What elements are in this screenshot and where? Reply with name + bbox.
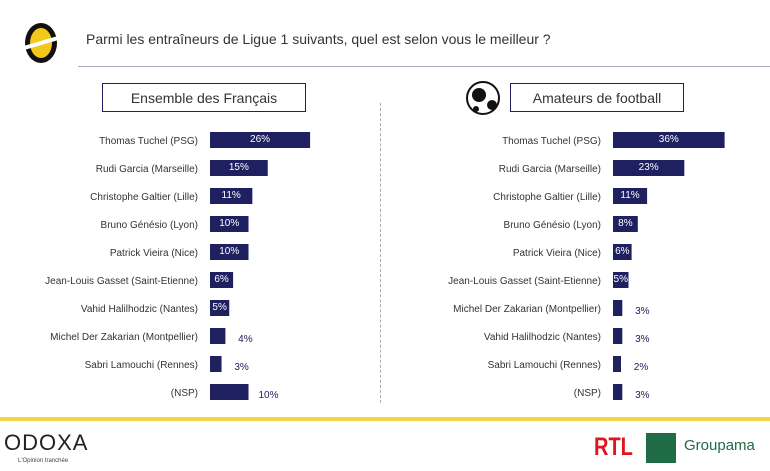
category-label: Rudi Garcia (Marseille) <box>499 164 601 175</box>
category-label: Sabri Lamouchi (Rennes) <box>85 360 198 371</box>
bar <box>613 384 623 400</box>
bar <box>210 356 222 372</box>
footer-line <box>0 417 770 421</box>
data-label: 6% <box>615 246 630 257</box>
category-label: Bruno Génésio (Lyon) <box>504 220 601 231</box>
bar <box>613 188 648 204</box>
bar <box>210 216 249 232</box>
data-label: 3% <box>635 390 650 401</box>
data-label: 2% <box>634 362 649 373</box>
category-label: (NSP) <box>574 388 601 399</box>
bar <box>210 328 226 344</box>
category-label: Bruno Génésio (Lyon) <box>101 220 198 231</box>
bar <box>613 356 621 372</box>
data-label: 10% <box>219 218 239 229</box>
bar <box>210 300 230 316</box>
data-label: 3% <box>635 306 650 317</box>
data-label: 3% <box>635 334 650 345</box>
category-label: Vahid Halilhodzic (Nantes) <box>484 332 601 343</box>
bar <box>210 160 268 176</box>
category-label: Patrick Vieira (Nice) <box>110 248 198 259</box>
panel-title-all: Ensemble des Français <box>102 83 306 112</box>
category-label: Christophe Galtier (Lille) <box>90 192 198 203</box>
question-title: Parmi les entraîneurs de Ligue 1 suivant… <box>86 31 551 47</box>
data-label: 23% <box>639 162 659 173</box>
category-label: Jean-Louis Gasset (Saint-Etienne) <box>45 276 198 287</box>
bar <box>210 244 249 260</box>
panel-divider <box>380 103 381 403</box>
category-label: Thomas Tuchel (PSG) <box>99 136 198 147</box>
category-label: Michel Der Zakarian (Montpellier) <box>453 304 601 315</box>
category-label: Vahid Halilhodzic (Nantes) <box>81 304 198 315</box>
bar <box>210 272 234 288</box>
groupama-logo: Groupama <box>684 437 755 454</box>
data-label: 36% <box>659 134 679 145</box>
header-divider <box>78 66 770 67</box>
bar <box>613 328 623 344</box>
data-label: 26% <box>250 134 270 145</box>
bar <box>210 188 253 204</box>
category-label: Jean-Louis Gasset (Saint-Etienne) <box>448 276 601 287</box>
panel-title-fans: Amateurs de football <box>510 83 684 112</box>
bar <box>613 244 632 260</box>
data-label: 4% <box>238 334 253 345</box>
category-label: Michel Der Zakarian (Montpellier) <box>50 332 198 343</box>
odoxa-logo-icon <box>24 23 58 63</box>
data-label: 8% <box>618 218 633 229</box>
bar <box>613 160 685 176</box>
bar <box>613 216 638 232</box>
football-icon <box>466 81 500 115</box>
odoxa-tagline: L'Opinion tranchée <box>18 458 69 464</box>
bar-charts: Thomas Tuchel (PSG) 26% Rudi Garcia (Marse… <box>45 132 725 401</box>
data-label: 10% <box>219 246 239 257</box>
data-label: 11% <box>620 190 639 201</box>
rtl-logo: RTL <box>594 433 633 461</box>
data-label: 10% <box>258 390 278 401</box>
groupama-icon <box>646 433 676 463</box>
data-label: 11% <box>222 190 241 201</box>
bar <box>613 272 629 288</box>
bar <box>613 132 725 148</box>
data-label: 15% <box>229 162 249 173</box>
bar <box>210 384 249 400</box>
odoxa-brand: ODOXA <box>4 430 89 455</box>
category-label: (NSP) <box>171 388 198 399</box>
data-label: 3% <box>234 362 249 373</box>
data-label: 6% <box>214 274 229 285</box>
bar <box>613 300 623 316</box>
category-label: Christophe Galtier (Lille) <box>493 192 601 203</box>
bar <box>210 132 311 148</box>
category-label: Thomas Tuchel (PSG) <box>502 136 601 147</box>
category-label: Patrick Vieira (Nice) <box>513 248 601 259</box>
data-label: 5% <box>614 274 629 285</box>
data-label: 5% <box>212 302 227 313</box>
category-label: Sabri Lamouchi (Rennes) <box>488 360 601 371</box>
category-label: Rudi Garcia (Marseille) <box>96 164 198 175</box>
